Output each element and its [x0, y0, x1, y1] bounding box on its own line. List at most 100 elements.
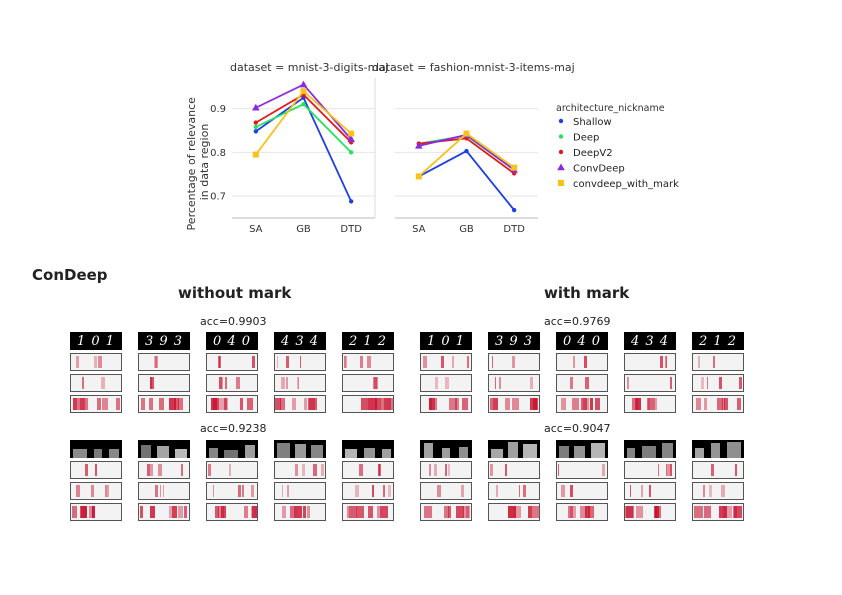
relevance-heatmap: [70, 374, 122, 392]
series-point-convdeep_with_mark: [348, 130, 355, 137]
garment-shapes: [556, 440, 608, 458]
garment-shape: [627, 448, 636, 458]
relevance-streak: [85, 464, 88, 476]
with-mark-title: with mark: [544, 284, 630, 302]
legend-marker-Shallow: [558, 118, 564, 124]
x-tick-label: DTD: [340, 224, 362, 235]
relevance-heatmap: [624, 482, 676, 500]
relevance-streak: [302, 506, 307, 518]
fashion-sample-image: [274, 440, 326, 458]
relevance-heatmap: [138, 482, 190, 500]
relevance-streak: [667, 464, 671, 476]
relevance-streak: [735, 464, 737, 476]
relevance-streak: [150, 506, 155, 518]
relevance-heatmap: [624, 353, 676, 371]
digit-glyphs: 3 9 3: [494, 333, 534, 349]
relevance-heatmap: [206, 461, 258, 479]
relevance-heatmap: [342, 461, 394, 479]
relevance-streak: [648, 485, 651, 497]
relevance-streak: [154, 485, 158, 497]
relevance-streak: [228, 464, 231, 476]
relevance-heatmap: [420, 374, 472, 392]
relevance-streak: [665, 356, 668, 368]
relevance-heatmap: [342, 482, 394, 500]
relevance-streak: [219, 377, 223, 389]
garment-shape: [73, 449, 87, 458]
series-point-Deep: [301, 102, 306, 107]
legend-marker-ConvDeep: [557, 163, 565, 171]
relevance-streak: [429, 464, 431, 476]
relevance-streak: [670, 464, 673, 476]
relevance-streak: [154, 356, 157, 368]
relevance-streak: [149, 464, 154, 476]
garment-shape: [93, 448, 103, 458]
relevance-streak: [380, 506, 389, 518]
plot-area: SA GB DTD 0.7 0.8 0.9 SA GB DTD: [210, 78, 538, 235]
relevance-heatmap: [342, 374, 394, 392]
relevance-streak: [251, 506, 257, 518]
relevance-streak: [281, 485, 284, 497]
relevance-streak: [361, 398, 368, 410]
relevance-streak: [561, 485, 565, 497]
relevance-streak: [81, 377, 85, 389]
relevance-heatmap: [70, 503, 122, 521]
relevance-streak: [101, 398, 109, 410]
series-point-convdeep_with_mark: [511, 164, 518, 171]
relevance-streak: [302, 464, 306, 476]
relevance-heatmap: [556, 503, 608, 521]
relevance-streak: [461, 485, 465, 497]
x-tick-label: DTD: [503, 224, 525, 235]
garment-shape: [523, 443, 538, 458]
garment-shape: [209, 448, 218, 458]
relevance-streak: [282, 506, 286, 518]
series-point-ConvDeep: [347, 135, 355, 143]
relevance-streak: [285, 377, 288, 389]
relevance-heatmap: [420, 353, 472, 371]
relevance-streak: [177, 398, 184, 410]
relevance-streak: [307, 398, 317, 410]
relevance-streak: [572, 398, 579, 410]
digit-sample-image: 3 9 3: [138, 332, 190, 350]
relevance-streak: [664, 356, 668, 368]
relevance-heatmap: [420, 395, 472, 413]
relevance-streak: [295, 464, 298, 476]
digit-glyphs: 0 4 0: [562, 333, 602, 349]
garment-shapes: [206, 440, 258, 458]
fashion-sample-image: [138, 440, 190, 458]
relevance-streak: [275, 398, 281, 410]
relevance-streak: [528, 506, 533, 518]
series-point-convdeep_with_mark: [252, 151, 259, 158]
relevance-streak: [585, 377, 590, 389]
relevance-heatmap: [206, 353, 258, 371]
relevance-streak: [424, 506, 433, 518]
legend-label: ConvDeep: [573, 164, 625, 175]
relevance-streak: [504, 464, 508, 476]
relevance-heatmap: [420, 503, 472, 521]
relevance-heatmap: [420, 461, 472, 479]
relevance-streak: [595, 398, 601, 410]
relevance-streak: [219, 398, 228, 410]
relevance-streak: [707, 377, 709, 389]
garment-shapes: [138, 440, 190, 458]
relevance-streak: [601, 464, 606, 476]
garment-shape: [224, 449, 239, 458]
relevance-streak: [297, 377, 300, 389]
relevance-streak: [377, 464, 381, 476]
relevance-streak: [215, 506, 220, 518]
relevance-streak: [629, 485, 632, 497]
relevance-streak: [320, 464, 324, 476]
relevance-heatmap: [692, 461, 744, 479]
relevance-streak: [162, 485, 165, 497]
garment-shape: [711, 443, 720, 458]
relevance-heatmap: [624, 503, 676, 521]
relevance-streak: [383, 485, 386, 497]
y-axis-label: Percentage of relevance in data region: [185, 94, 211, 231]
digit-sample-image: 2 1 2: [342, 332, 394, 350]
relevance-streak: [155, 356, 159, 368]
relevance-streak: [177, 506, 184, 518]
digit-glyphs: 4 3 4: [630, 333, 670, 349]
series-point-Shallow: [348, 199, 354, 204]
relevance-streak: [184, 506, 188, 518]
series-point-Shallow: [511, 207, 517, 213]
relevance-streak: [159, 398, 165, 410]
